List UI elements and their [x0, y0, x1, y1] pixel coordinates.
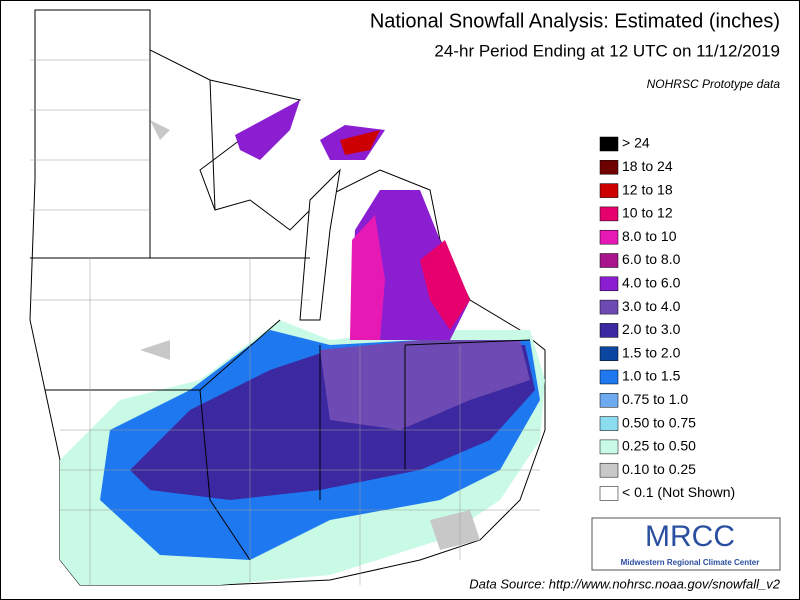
legend-swatch: [599, 416, 619, 431]
legend-label: 6.0 to 8.0: [622, 251, 681, 267]
state-boundaries: [30, 10, 531, 561]
legend-label: 3.0 to 4.0: [622, 298, 681, 314]
legend-swatch: [599, 369, 619, 385]
legend-swatch: [599, 346, 619, 361]
legend-label: 1.0 to 1.5: [622, 368, 681, 384]
legend-swatch: [599, 393, 619, 408]
legend-label: 0.50 to 0.75: [622, 414, 696, 430]
legend-label: 0.75 to 1.0: [622, 391, 688, 407]
legend-label: 8.0 to 10: [622, 228, 677, 244]
legend-swatch: [599, 160, 619, 175]
snow-area: [350, 215, 385, 340]
legend-swatch: [599, 486, 619, 501]
legend-swatch: [599, 229, 619, 245]
legend-label: 18 to 24: [622, 158, 673, 174]
legend-label: 0.10 to 0.25: [622, 461, 696, 477]
legend-swatch: [599, 323, 619, 338]
snow-area: [420, 240, 470, 330]
legend-swatch: [599, 462, 619, 478]
subtitle: 24-hr Period Ending at 12 UTC on 11/12/2…: [434, 41, 780, 60]
legend-swatch: [599, 136, 619, 152]
legend-label: 1.5 to 2.0: [622, 344, 681, 360]
legend-swatch: [599, 253, 619, 268]
legend-label: 12 to 18: [622, 181, 673, 197]
legend-swatch: [599, 206, 619, 222]
legend-swatch: [599, 183, 619, 198]
map: [29, 9, 546, 586]
legend-label: 0.25 to 0.50: [622, 438, 696, 454]
county-lines: [30, 59, 540, 585]
snow-area: [235, 100, 300, 160]
legend-label: 10 to 12: [622, 205, 673, 221]
legend-label: > 24: [622, 135, 650, 151]
legend-swatch: [599, 299, 619, 315]
legend-label: 2.0 to 3.0: [622, 321, 681, 337]
data-source: Data Source: http://www.nohrsc.noaa.gov/…: [469, 576, 780, 591]
title: National Snowfall Analysis: Estimated (i…: [370, 10, 780, 32]
legend-label: 4.0 to 6.0: [622, 275, 681, 291]
logo-text: MRCC: [645, 520, 735, 553]
note: NOHRSC Prototype data: [647, 77, 781, 91]
legend-swatch: [599, 439, 619, 455]
logo-subtitle: Midwestern Regional Climate Center: [621, 558, 760, 567]
snow-area: [320, 340, 530, 430]
legend: > 24 18 to 24 12 to 18 10 to 12 8.0 to 10 6.0…: [599, 135, 735, 501]
logo-box: [591, 517, 781, 571]
legend-swatch: [599, 276, 619, 292]
legend-label: < 0.1 (Not Shown): [622, 484, 735, 500]
snow-area: [340, 130, 380, 155]
